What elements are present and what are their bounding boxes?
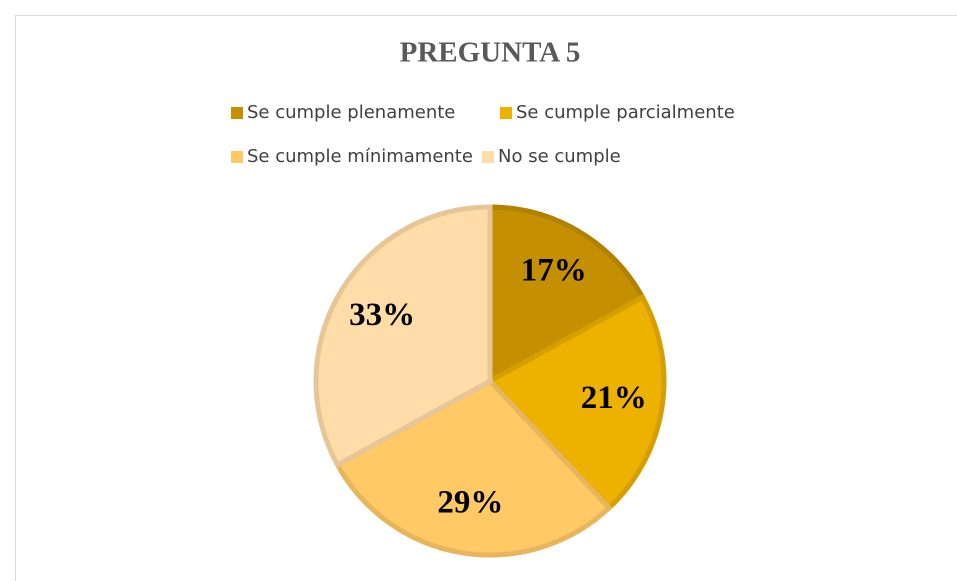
data-label: 21% (581, 380, 647, 416)
pie-slice (334, 377, 613, 558)
pie-slice (487, 204, 646, 386)
legend-label: Se cumple parcialmente (516, 102, 735, 123)
legend-label: Se cumple mínimamente (247, 146, 473, 167)
legend-label: No se cumple (498, 146, 621, 167)
legend-swatch (500, 107, 512, 119)
data-label: 17% (521, 253, 587, 289)
legend-label: Se cumple plenamente (247, 102, 455, 123)
pie-slice (313, 204, 493, 469)
data-label: 33% (349, 297, 415, 333)
chart-title: PREGUNTA 5 (400, 37, 581, 69)
legend-swatch (482, 151, 494, 163)
legend-swatch (231, 107, 243, 119)
pie-slice (485, 293, 667, 512)
legend-swatch (231, 151, 243, 163)
data-label: 29% (437, 484, 503, 520)
